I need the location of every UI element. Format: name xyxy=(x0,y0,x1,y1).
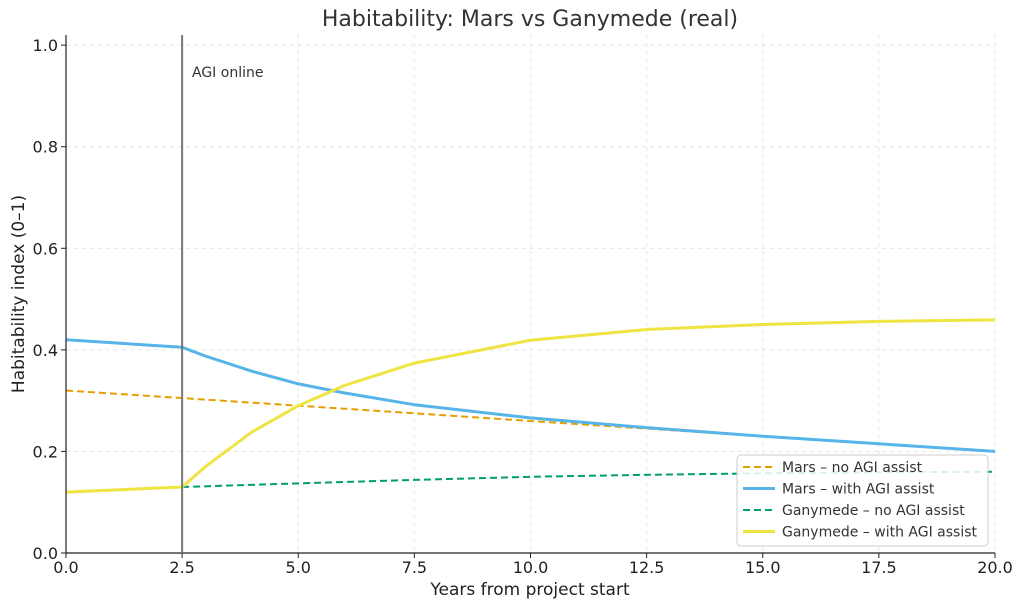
x-tick-label: 7.5 xyxy=(402,558,427,577)
ticks: 0.0 2.5 5.0 7.5 10.0 12.5 15.0 17.5 20.0 0.0 0.2 0.… xyxy=(33,36,1013,577)
chart-title: Habitability: Mars vs Ganymede (real) xyxy=(322,7,738,32)
y-tick-label: 0.2 xyxy=(33,442,58,461)
y-tick-label: 0.6 xyxy=(33,239,58,258)
series-line-4 xyxy=(65,318,996,494)
legend-label: Ganymede – with AGI assist xyxy=(782,525,977,541)
x-tick-label: 10.0 xyxy=(513,558,549,577)
y-tick-label: 0.0 xyxy=(33,544,58,563)
annotation: AGI online xyxy=(181,35,263,553)
x-tick-label: 12.5 xyxy=(629,558,665,577)
x-axis-label: Years from project start xyxy=(429,580,630,600)
legend-label: Mars – with AGI assist xyxy=(782,482,935,498)
legend: Mars – no AGI assist Mars – with AGI assi… xyxy=(736,454,989,547)
legend-label: Ganymede – no AGI assist xyxy=(782,503,965,519)
y-axis-label: Habitability index (0–1) xyxy=(9,195,29,393)
legend-label: Mars – no AGI assist xyxy=(782,460,923,476)
series-line-2 xyxy=(65,338,996,453)
annotation-label: AGI online xyxy=(192,65,263,81)
x-tick-label: 2.5 xyxy=(169,558,194,577)
x-tick-label: 15.0 xyxy=(745,558,781,577)
y-tick-label: 0.8 xyxy=(33,138,58,157)
legend-box xyxy=(736,454,989,547)
x-tick-label: 5.0 xyxy=(286,558,311,577)
x-tick-label: 17.5 xyxy=(861,558,897,577)
x-tick-label: 0.0 xyxy=(53,558,78,577)
grid xyxy=(66,35,996,553)
y-tick-label: 1.0 xyxy=(33,36,58,55)
y-tick-label: 0.4 xyxy=(33,341,58,360)
x-tick-label: 20.0 xyxy=(977,558,1013,577)
